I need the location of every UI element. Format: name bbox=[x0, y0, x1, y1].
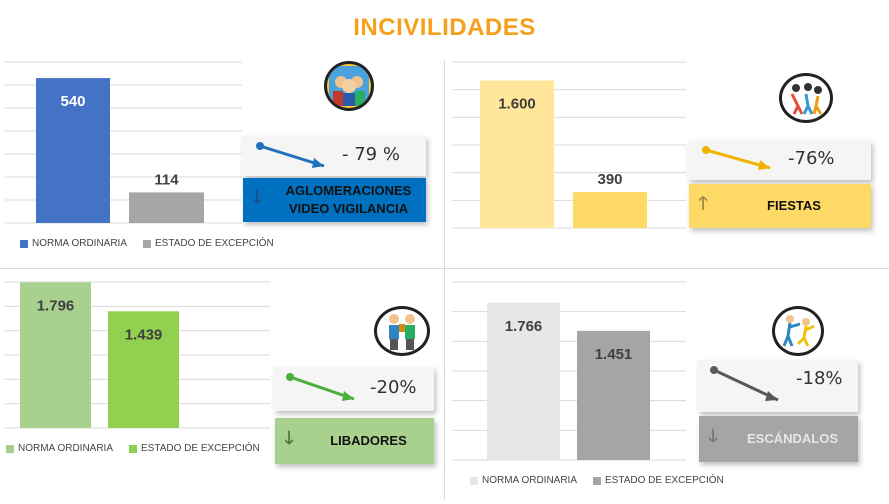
legend-item-excepcion: ESTADO DE EXCEPCIÓN bbox=[143, 238, 274, 249]
data-label: 1.766 bbox=[505, 318, 543, 335]
bar bbox=[36, 78, 110, 223]
label-line: LIBADORES bbox=[330, 433, 407, 448]
legend-item-norma: NORMA ORDINARIA bbox=[470, 475, 577, 486]
bar bbox=[573, 192, 647, 228]
arrow-down-icon: 🡓 bbox=[284, 428, 294, 448]
crowd-icon bbox=[324, 61, 374, 111]
trend-arrow-icon bbox=[710, 366, 779, 402]
data-label: 1.600 bbox=[498, 95, 536, 112]
vertical-divider bbox=[444, 60, 445, 500]
change-percent: -76% bbox=[788, 148, 835, 169]
drinkers-icon bbox=[374, 306, 430, 356]
legend-item-norma: NORMA ORDINARIA bbox=[6, 443, 113, 454]
trend-arrow-icon bbox=[256, 142, 325, 168]
bar bbox=[480, 80, 554, 228]
change-card-fiestas: -76% bbox=[688, 140, 871, 180]
page-title: INCIVILIDADES bbox=[353, 14, 536, 41]
arrow-down-icon: 🡓 bbox=[708, 426, 718, 446]
label-line: VIDEO VIGILANCIA bbox=[288, 201, 409, 216]
legend-item-excepcion: ESTADO DE EXCEPCIÓN bbox=[129, 443, 260, 454]
label-line: AGLOMERACIONES bbox=[285, 183, 412, 198]
change-card-libadores: -20% bbox=[274, 367, 434, 411]
category-label-escandalos: 🡓 ESCÁNDALOS bbox=[699, 416, 858, 462]
trend-arrow-icon bbox=[286, 373, 355, 401]
bar bbox=[129, 192, 204, 223]
category-label-libadores: 🡓 LIBADORES bbox=[275, 418, 434, 464]
legend-item-excepcion: ESTADO DE EXCEPCIÓN bbox=[593, 475, 724, 486]
label-line: ESCÁNDALOS bbox=[746, 431, 838, 446]
fight-icon bbox=[772, 306, 824, 356]
change-percent: -20% bbox=[370, 377, 417, 398]
arrow-up-icon: 🡑 bbox=[698, 193, 708, 213]
bar-chart-libadores: 1.796 1.439 bbox=[5, 281, 270, 429]
bar bbox=[108, 311, 179, 428]
legend-escandalos: NORMA ORDINARIA ESTADO DE EXCEPCIÓN bbox=[470, 475, 724, 486]
legend-libadores: NORMA ORDINARIA ESTADO DE EXCEPCIÓN bbox=[6, 443, 260, 454]
trend-arrow-icon bbox=[702, 146, 771, 170]
category-label-fiestas: 🡑 FIESTAS bbox=[689, 184, 871, 228]
bar bbox=[20, 282, 91, 428]
data-label: 114 bbox=[154, 171, 179, 188]
bar-chart-fiestas: 1.600 390 bbox=[452, 61, 686, 229]
data-label: 1.451 bbox=[595, 346, 633, 363]
change-percent: -18% bbox=[796, 368, 843, 389]
data-label: 1.796 bbox=[37, 297, 75, 314]
legend-aglomeraciones: NORMA ORDINARIA ESTADO DE EXCEPCIÓN bbox=[20, 238, 274, 249]
change-card-aglomeraciones: - 79 % bbox=[242, 136, 426, 176]
bar bbox=[487, 302, 560, 460]
data-label: 1.439 bbox=[125, 326, 163, 343]
change-percent: - 79 % bbox=[342, 144, 400, 165]
category-label-aglomeraciones: 🡓 AGLOMERACIONES VIDEO VIGILANCIA bbox=[243, 178, 426, 222]
bar-chart-escandalos: 1.766 1.451 bbox=[452, 281, 686, 461]
party-icon bbox=[779, 73, 833, 123]
bar bbox=[577, 330, 650, 460]
change-card-escandalos: -18% bbox=[698, 360, 858, 412]
legend-item-norma: NORMA ORDINARIA bbox=[20, 238, 127, 249]
data-label: 540 bbox=[60, 93, 85, 110]
bar-chart-aglomeraciones: 540 114 bbox=[5, 61, 242, 224]
data-label: 390 bbox=[597, 171, 622, 188]
horizontal-divider bbox=[0, 268, 889, 269]
arrow-down-icon: 🡓 bbox=[252, 187, 262, 207]
label-line: FIESTAS bbox=[767, 198, 821, 213]
